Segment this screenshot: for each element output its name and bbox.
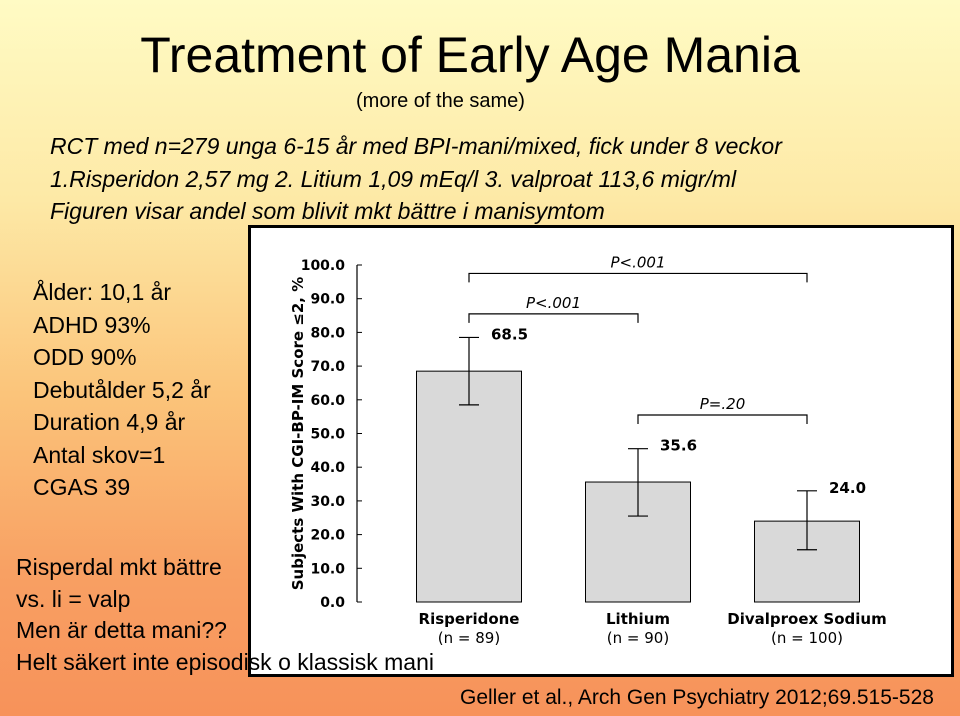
study-description-line-3: Figuren visar andel som blivit mkt bättr… (50, 198, 605, 224)
y-tick-label: 40.0 (310, 460, 345, 476)
study-description-line-1: RCT med n=279 unga 6-15 år med BPI-mani/… (50, 133, 782, 159)
significance-bracket (468, 272, 808, 283)
slide-title: Treatment of Early Age Mania (140, 27, 800, 83)
study-description-line-2: 1.Risperidon 2,57 mg 2. Litium 1,09 mEq/… (50, 166, 737, 192)
y-tick-label: 20.0 (310, 528, 345, 544)
y-tick-label: 90.0 (310, 292, 345, 308)
conclusions: Risperdal mkt bättre vs. li = valp Men ä… (16, 552, 434, 678)
data-label: 68.5 (491, 325, 528, 343)
y-tick-label: 70.0 (310, 359, 345, 375)
bar-risperidone (416, 370, 522, 603)
conclusion-line-4: Helt säkert inte episodisk o klassisk ma… (16, 648, 434, 675)
x-tick-label: Divalproex Sodium (727, 610, 886, 628)
x-tick-label: Risperidone (419, 610, 520, 628)
p-value-label: P<.001 (526, 294, 581, 312)
y-tick-label: 100.0 (301, 258, 346, 274)
slide-subtitle: (more of the same) (356, 90, 525, 112)
stat-onset-age: Debutålder 5,2 år (33, 376, 211, 403)
bar-chart: 0.0 10.0 20.0 30.0 40.0 50.0 60.0 70.0 80.0 90.0 1… (289, 253, 887, 647)
patient-stats: Ålder: 10,1 år ADHD 93% ODD 90% Debutåld… (33, 276, 211, 504)
data-label: 24.0 (829, 479, 866, 497)
stat-adhd: ADHD 93% (33, 311, 151, 338)
x-tick-label: Lithium (606, 610, 670, 628)
data-label: 35.6 (660, 437, 697, 455)
y-tick-label: 60.0 (310, 393, 345, 409)
significance-bracket (637, 414, 808, 424)
reference-citation: Geller et al., Arch Gen Psychiatry 2012;… (460, 686, 934, 709)
x-tick-n-label: (n = 100) (771, 629, 843, 647)
stat-duration: Duration 4,9 år (33, 409, 186, 435)
y-tick-label: 80.0 (310, 325, 345, 341)
conclusion-line-1: Risperdal mkt bättre (16, 554, 222, 580)
stat-age: Ålder: 10,1 år (33, 279, 172, 305)
y-tick-label: 50.0 (310, 427, 345, 443)
p-value-label: P<.001 (610, 253, 665, 271)
y-axis-label: Subjects With CGI-BP-IM Score ≤2, % (289, 277, 307, 591)
conclusion-line-3: Men är detta mani?? (16, 617, 227, 643)
p-value-label: P=.20 (700, 395, 745, 413)
stat-odd: ODD 90% (33, 344, 137, 370)
significance-bracket (468, 313, 639, 323)
conclusion-line-2: vs. li = valp (16, 585, 131, 612)
x-tick-n-label: (n = 89) (438, 629, 500, 647)
y-tick-label: 0.0 (320, 595, 345, 611)
y-tick-label: 10.0 (310, 561, 345, 577)
stat-episodes: Antal skov=1 (33, 441, 166, 468)
stat-cgas: CGAS 39 (33, 474, 131, 500)
chart-panel: 0.0 10.0 20.0 30.0 40.0 50.0 60.0 70.0 80.0 90.0 1… (248, 225, 954, 677)
x-tick-n-label: (n = 90) (607, 629, 669, 647)
y-tick-label: 30.0 (310, 494, 345, 510)
